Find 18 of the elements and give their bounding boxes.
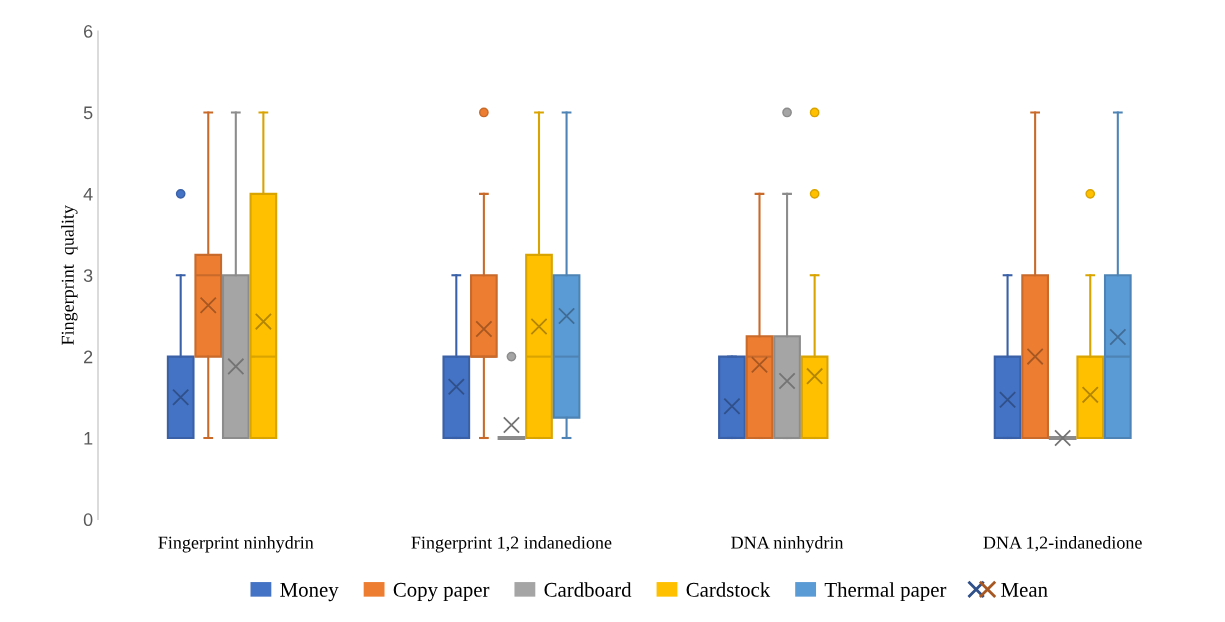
- y-tick-label: 2: [84, 350, 93, 364]
- text: Mean: [1001, 583, 1048, 597]
- y-tick-label: 6: [84, 25, 93, 38]
- x-tick-label: Fingerprint 1,2 indanedione: [411, 536, 612, 553]
- x-tick-label: Fingerprint ninhydrin: [158, 536, 314, 553]
- legend-label: Cardboard: [544, 582, 632, 597]
- x-tick-label: DNA 1,2-indanedione: [983, 536, 1142, 552]
- x-tick-label: DNA ninhydrin: [731, 536, 844, 553]
- y-tick-label: 4: [83, 187, 93, 201]
- y-tick-label: 5: [83, 106, 93, 120]
- y-tick-label: 1: [84, 432, 93, 445]
- y-tick-label: 0: [83, 513, 93, 527]
- legend-label: Money: [280, 583, 339, 602]
- y-axis-title: Fingerprint quality: [61, 205, 78, 345]
- y-tick-label: 3: [83, 269, 93, 282]
- legend-label: Cardstock: [686, 582, 771, 597]
- legend-label: Copy paper: [393, 582, 490, 602]
- legend-label: Thermal paper: [824, 582, 947, 602]
